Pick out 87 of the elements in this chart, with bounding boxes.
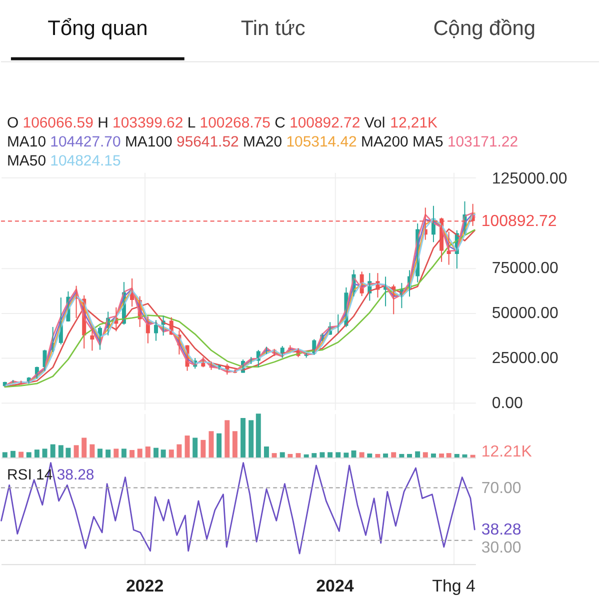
bar [160, 450, 166, 458]
y-tick-label: 75000.00 [492, 260, 558, 278]
bar [320, 452, 325, 458]
bar [154, 448, 158, 458]
bar [200, 440, 206, 458]
bar [383, 454, 388, 458]
bar [312, 453, 317, 458]
bar [121, 448, 126, 458]
bar [454, 454, 460, 458]
bar [184, 436, 190, 458]
bar [168, 450, 174, 458]
bar [422, 452, 428, 458]
bar [90, 444, 95, 458]
bar [216, 433, 222, 458]
bar [192, 438, 198, 458]
bar [232, 431, 238, 458]
bar [137, 448, 142, 458]
bar [272, 453, 277, 458]
bar [304, 454, 309, 458]
bar [248, 420, 254, 458]
text: C 100892.72 [274, 114, 360, 132]
bar [50, 444, 56, 458]
x-tick-label: 2022 [126, 576, 164, 596]
bar [176, 444, 182, 458]
bar [240, 418, 246, 458]
bar [470, 454, 476, 458]
bar [145, 446, 150, 458]
bar [98, 448, 102, 458]
x-tick-label: Thg 4 [432, 576, 476, 596]
bar [58, 445, 64, 458]
bar [439, 454, 444, 458]
bar [375, 454, 380, 458]
y-tick-label: 0.00 [492, 394, 524, 412]
bar [264, 446, 269, 458]
bar [114, 448, 119, 458]
text: MA20 105314.42 [243, 134, 357, 151]
bar [359, 452, 364, 458]
text: 12.21K [481, 443, 532, 460]
bar [42, 448, 48, 458]
text: O 106066.59 [6, 114, 94, 132]
text: Cộng đồng [433, 16, 536, 40]
bar [344, 452, 349, 458]
bar [415, 451, 420, 458]
text: Tổng quan [48, 16, 148, 40]
text: MA5 103171.22 [412, 134, 518, 151]
bar [336, 452, 341, 458]
bar [82, 438, 87, 458]
bar [224, 420, 230, 458]
bar [106, 450, 111, 458]
text: Vol 12,21K [364, 114, 438, 132]
ref-line-label: 100892.72 [481, 213, 557, 230]
bar [208, 431, 214, 458]
bar [430, 454, 436, 458]
bar [407, 454, 412, 458]
bar [66, 448, 71, 458]
ref-line-label: 30.00 [481, 539, 522, 556]
text: L 100268.75 [187, 114, 270, 132]
bar [280, 452, 285, 458]
bar [130, 450, 135, 458]
y-tick-label: 125000.00 [492, 170, 568, 188]
text: MA100 95641.52 [124, 134, 239, 151]
text: MA200 [361, 134, 408, 151]
bar [399, 454, 404, 458]
text: H 103399.62 [98, 114, 184, 132]
bar [10, 450, 16, 458]
bar [256, 414, 261, 458]
bar [296, 453, 301, 458]
ref-line-label: 70.00 [481, 480, 522, 497]
bar [328, 452, 333, 458]
data-label: 38.28 [481, 522, 522, 539]
bar [446, 453, 452, 458]
bar [288, 454, 293, 458]
text: MA10 104427.70 [6, 134, 121, 151]
bar [18, 452, 24, 458]
bar [351, 450, 356, 458]
y-tick-label: 25000.00 [492, 350, 558, 367]
text: Tin tức [240, 16, 306, 40]
x-tick-label: 2024 [316, 576, 354, 596]
bar [74, 445, 79, 458]
text: MA50 104824.15 [6, 152, 121, 170]
y-tick-label: 50000.00 [492, 305, 558, 322]
bar [2, 452, 8, 458]
bar [391, 452, 396, 458]
bar [367, 454, 372, 458]
bar [26, 452, 32, 458]
bar [462, 454, 468, 458]
bar [34, 450, 40, 458]
